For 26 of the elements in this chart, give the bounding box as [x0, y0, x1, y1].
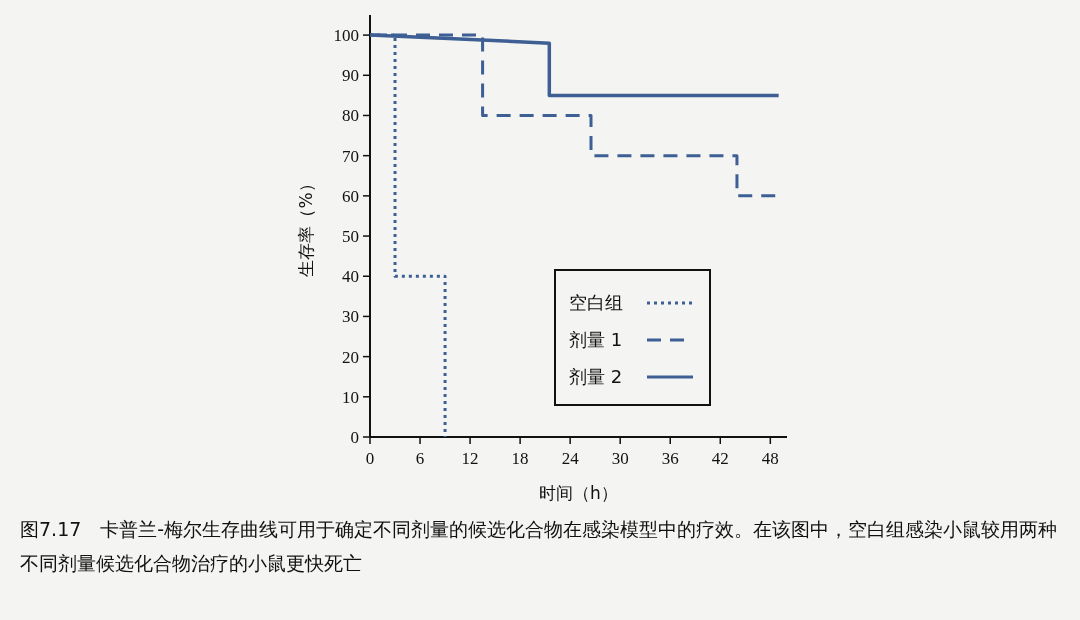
x-tick-label: 6 [415, 449, 425, 468]
y-tick-label: 90 [342, 66, 359, 86]
y-tick-label: 60 [342, 186, 359, 206]
x-tick-label: 0 [365, 449, 375, 468]
y-tick-label: 20 [342, 347, 359, 367]
y-tick-label: 100 [333, 26, 359, 46]
x-tick-label: 24 [561, 449, 580, 468]
x-tick-label: 30 [611, 449, 629, 468]
legend-label: 剂量 1 [569, 329, 623, 350]
y-tick-label: 80 [342, 106, 359, 126]
x-tick-label: 42 [711, 449, 729, 468]
x-tick-label: 18 [511, 449, 529, 468]
y-tick-label: 10 [342, 387, 359, 407]
x-axis-title: 时间（h） [539, 483, 618, 503]
x-tick-label: 12 [461, 449, 479, 468]
caption: 图7.17 卡普兰-梅尔生存曲线可用于确定不同剂量的候选化合物在感染模型中的疗效。在该图中，空白组感染小鼠较用两种不同剂量候选化合物治疗的小鼠更快死亡 [20, 517, 1059, 576]
y-tick-label: 70 [342, 146, 359, 166]
y-tick-label: 30 [342, 307, 359, 327]
y-tick-label: 40 [342, 267, 359, 287]
y-axis-title: 生存率（%） [296, 175, 316, 277]
y-tick-label: 50 [342, 227, 359, 247]
legend-label: 剂量 2 [569, 366, 623, 387]
x-tick-label: 48 [761, 449, 779, 468]
x-tick-label: 36 [661, 449, 679, 468]
y-tick-label: 0 [350, 428, 359, 447]
legend-label: 空白组 [569, 292, 623, 313]
